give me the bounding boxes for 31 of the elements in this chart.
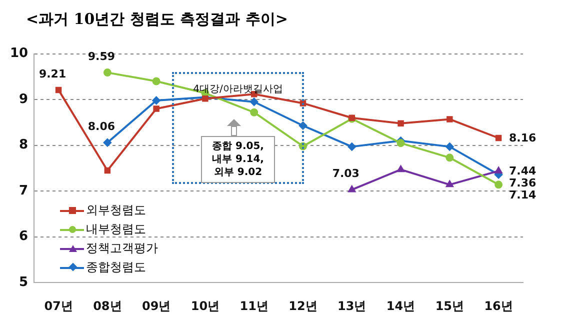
- y-tick-label: 9: [19, 92, 28, 107]
- annotation: 4대강/아라뱃길사업: [192, 83, 284, 96]
- y-tick-label: 10: [10, 46, 28, 62]
- data-label: 7.14: [508, 188, 536, 202]
- x-tick-label: 12년: [288, 298, 318, 313]
- data-label: 7.44: [508, 164, 536, 178]
- x-tick-label: 09년: [142, 298, 171, 313]
- legend-label: 정책고객평가: [85, 241, 158, 257]
- data-label: 8.06: [88, 120, 116, 133]
- x-tick-label: 13년: [338, 298, 366, 313]
- x-tick-label: 10년: [190, 298, 220, 313]
- data-label: 9.21: [38, 67, 66, 80]
- legend-label: 내부청렴도: [85, 222, 147, 238]
- data-label: 9.59: [88, 50, 115, 63]
- data-label: 7.36: [508, 176, 536, 190]
- y-tick-label: 8: [19, 138, 28, 153]
- x-tick-label: 16년: [484, 298, 513, 313]
- x-tick-label: 14년: [386, 298, 416, 313]
- y-tick-label: 6: [19, 229, 28, 244]
- legend-label: 외부청렴도: [85, 203, 147, 219]
- data-label: 7.03: [332, 167, 360, 180]
- y-tick-label: 5: [19, 274, 28, 290]
- x-tick-label: 15년: [435, 298, 464, 313]
- x-tick-label: 08년: [93, 298, 122, 313]
- x-tick-label: 11년: [240, 298, 268, 313]
- annotation: 종합 9.05, 내부 9.14, 외부 9.02: [201, 136, 275, 183]
- y-tick-label: 7: [19, 183, 28, 198]
- x-tick-label: 07년: [44, 298, 73, 313]
- legend-label: 종합청렴도: [85, 260, 147, 276]
- data-label: 8.16: [508, 131, 536, 144]
- chart-title: <과거 10년간 청렴도 측정결과 추이>: [26, 10, 288, 29]
